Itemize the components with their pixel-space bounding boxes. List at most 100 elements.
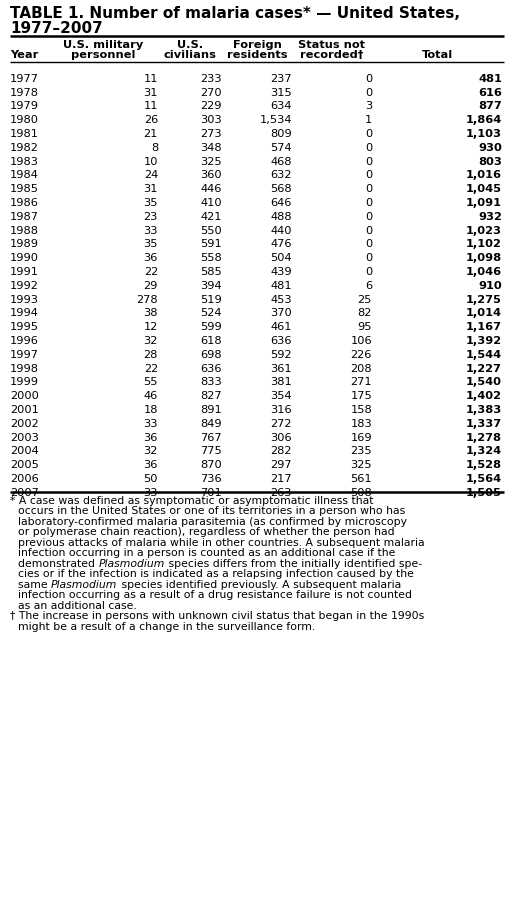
- Text: 1,392: 1,392: [466, 336, 502, 346]
- Text: 1,023: 1,023: [466, 226, 502, 236]
- Text: 26: 26: [144, 115, 158, 125]
- Text: 29: 29: [143, 281, 158, 291]
- Text: 592: 592: [270, 350, 292, 360]
- Text: 1,016: 1,016: [466, 170, 502, 180]
- Text: 235: 235: [351, 447, 372, 457]
- Text: 55: 55: [143, 377, 158, 388]
- Text: Plasmodium: Plasmodium: [99, 559, 165, 569]
- Text: 348: 348: [200, 143, 222, 153]
- Text: 263: 263: [270, 487, 292, 497]
- Text: 440: 440: [270, 226, 292, 236]
- Text: 1,278: 1,278: [466, 432, 502, 442]
- Text: or polymerase chain reaction), regardless of whether the person had: or polymerase chain reaction), regardles…: [18, 527, 395, 537]
- Text: 381: 381: [270, 377, 292, 388]
- Text: 1998: 1998: [10, 363, 39, 373]
- Text: 0: 0: [365, 239, 372, 249]
- Text: 0: 0: [365, 212, 372, 222]
- Text: 217: 217: [270, 474, 292, 484]
- Text: 237: 237: [270, 73, 292, 83]
- Text: 394: 394: [200, 281, 222, 291]
- Text: 618: 618: [200, 336, 222, 346]
- Text: 226: 226: [351, 350, 372, 360]
- Text: 1993: 1993: [10, 294, 39, 304]
- Text: cies or if the infection is indicated as a relapsing infection caused by the: cies or if the infection is indicated as…: [18, 569, 414, 579]
- Text: 2007: 2007: [10, 487, 39, 497]
- Text: 1: 1: [365, 115, 372, 125]
- Text: 0: 0: [365, 129, 372, 139]
- Text: 550: 550: [200, 226, 222, 236]
- Text: 849: 849: [200, 419, 222, 429]
- Text: 1986: 1986: [10, 198, 39, 208]
- Text: 0: 0: [365, 267, 372, 277]
- Text: 0: 0: [365, 73, 372, 83]
- Text: civilians: civilians: [163, 50, 216, 60]
- Text: TABLE 1. Number of malaria cases* — United States,: TABLE 1. Number of malaria cases* — Unit…: [10, 6, 460, 21]
- Text: 1,534: 1,534: [260, 115, 292, 125]
- Text: 453: 453: [270, 294, 292, 304]
- Text: 1997: 1997: [10, 350, 39, 360]
- Text: demonstrated: demonstrated: [18, 559, 99, 569]
- Text: 183: 183: [350, 419, 372, 429]
- Text: 1,337: 1,337: [466, 419, 502, 429]
- Text: 3: 3: [365, 101, 372, 111]
- Text: Status not: Status not: [299, 40, 365, 50]
- Text: 446: 446: [200, 184, 222, 194]
- Text: 1978: 1978: [10, 88, 39, 98]
- Text: U.S.: U.S.: [177, 40, 203, 50]
- Text: 36: 36: [143, 432, 158, 442]
- Text: 36: 36: [143, 253, 158, 263]
- Text: 35: 35: [143, 198, 158, 208]
- Text: U.S. military: U.S. military: [63, 40, 143, 50]
- Text: 591: 591: [200, 239, 222, 249]
- Text: 2003: 2003: [10, 432, 39, 442]
- Text: Total: Total: [423, 50, 454, 60]
- Text: 0: 0: [365, 184, 372, 194]
- Text: 28: 28: [143, 350, 158, 360]
- Text: 1991: 1991: [10, 267, 39, 277]
- Text: 6: 6: [365, 281, 372, 291]
- Text: 1,014: 1,014: [466, 308, 502, 318]
- Text: 32: 32: [143, 447, 158, 457]
- Text: 1996: 1996: [10, 336, 39, 346]
- Text: 33: 33: [143, 419, 158, 429]
- Text: 2004: 2004: [10, 447, 39, 457]
- Text: 736: 736: [200, 474, 222, 484]
- Text: 833: 833: [200, 377, 222, 388]
- Text: 568: 568: [270, 184, 292, 194]
- Text: 1980: 1980: [10, 115, 39, 125]
- Text: 461: 461: [270, 323, 292, 333]
- Text: 561: 561: [351, 474, 372, 484]
- Text: as an additional case.: as an additional case.: [18, 601, 137, 611]
- Text: 1977: 1977: [10, 73, 39, 83]
- Text: 698: 698: [200, 350, 222, 360]
- Text: 1979: 1979: [10, 101, 39, 111]
- Text: 488: 488: [270, 212, 292, 222]
- Text: 1990: 1990: [10, 253, 39, 263]
- Text: 35: 35: [143, 239, 158, 249]
- Text: 106: 106: [351, 336, 372, 346]
- Text: 0: 0: [365, 226, 372, 236]
- Text: 278: 278: [136, 294, 158, 304]
- Text: 0: 0: [365, 143, 372, 153]
- Text: 646: 646: [271, 198, 292, 208]
- Text: 2005: 2005: [10, 460, 39, 470]
- Text: 481: 481: [478, 73, 502, 83]
- Text: 12: 12: [143, 323, 158, 333]
- Text: 1,103: 1,103: [466, 129, 502, 139]
- Text: 2000: 2000: [10, 391, 39, 401]
- Text: 1,544: 1,544: [466, 350, 502, 360]
- Text: 1982: 1982: [10, 143, 39, 153]
- Text: 1,324: 1,324: [466, 447, 502, 457]
- Text: 1,505: 1,505: [466, 487, 502, 497]
- Text: 303: 303: [200, 115, 222, 125]
- Text: recorded†: recorded†: [300, 50, 364, 60]
- Text: infection occurring in a person is counted as an additional case if the: infection occurring in a person is count…: [18, 548, 395, 558]
- Text: 481: 481: [270, 281, 292, 291]
- Text: Plasmodium: Plasmodium: [51, 580, 118, 590]
- Text: 1988: 1988: [10, 226, 39, 236]
- Text: 891: 891: [200, 405, 222, 415]
- Text: 616: 616: [478, 88, 502, 98]
- Text: 169: 169: [351, 432, 372, 442]
- Text: 229: 229: [200, 101, 222, 111]
- Text: 2001: 2001: [10, 405, 39, 415]
